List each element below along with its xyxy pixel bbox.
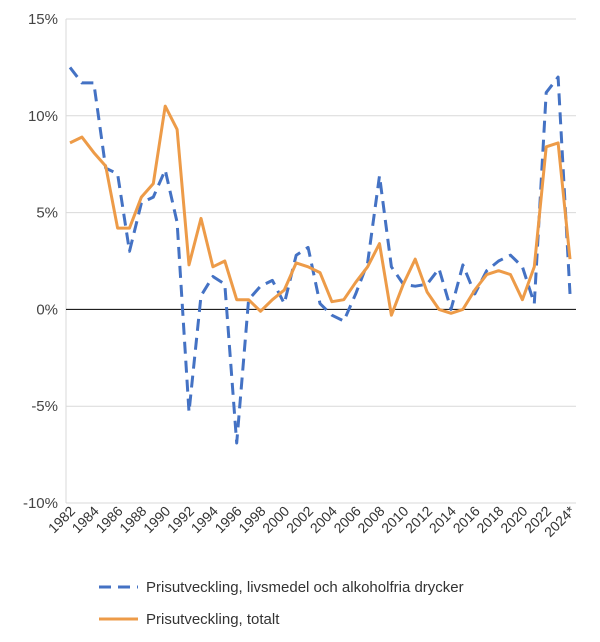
series-layer <box>68 66 572 445</box>
series-line-1 <box>68 66 572 445</box>
y-tick-label: -10% <box>23 495 58 512</box>
y-tick-label: 5% <box>36 205 58 222</box>
series-line-2 <box>69 104 572 317</box>
y-tick-label: 0% <box>36 301 58 318</box>
y-tick-label: 10% <box>28 108 58 125</box>
y-tick-label: 15% <box>28 11 58 28</box>
legend-label: Prisutveckling, livsmedel och alkoholfri… <box>146 579 464 596</box>
legend-label: Prisutveckling, totalt <box>146 611 280 628</box>
legend: Prisutveckling, livsmedel och alkoholfri… <box>99 579 464 628</box>
x-axis-ticks: 1982198419861988199019921994199619982000… <box>45 502 579 540</box>
grid-layer <box>66 18 576 504</box>
y-axis-ticks: 15% 10% 5% 0% -5% -10% <box>23 11 58 512</box>
y-tick-label: -5% <box>31 398 58 415</box>
